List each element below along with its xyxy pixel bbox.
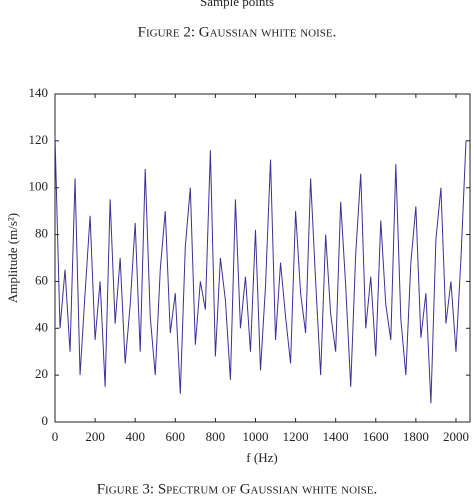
data-line	[54, 136, 467, 404]
x-axis-label: f (Hz)	[246, 450, 277, 465]
x-tick-label: 0	[52, 429, 59, 444]
x-tick-label: 1600	[363, 429, 389, 444]
y-tick-label: 140	[29, 85, 49, 100]
y-tick-label: 20	[35, 366, 48, 381]
y-tick-label: 0	[42, 413, 49, 428]
y-tick-label: 120	[29, 132, 49, 147]
caption: Figure 3: Spectrum of Gaussian white noi…	[97, 481, 378, 497]
x-tick-label: 600	[166, 429, 186, 444]
previous-caption: Figure 2: Gaussian white noise.	[138, 24, 337, 40]
previous-x-label: Sample points	[200, 0, 274, 9]
x-tick-label: 1000	[242, 429, 268, 444]
x-tick-label: 1800	[403, 429, 429, 444]
y-tick-label: 80	[35, 226, 48, 241]
y-tick-label: 40	[35, 319, 48, 334]
x-tick-label: 2000	[443, 429, 469, 444]
y-tick-label: 60	[35, 272, 48, 287]
x-tick-label: 1200	[283, 429, 309, 444]
y-tick-label: 100	[29, 179, 49, 194]
y-axis-label: Amplitude (m/s²)	[5, 213, 20, 303]
x-tick-label: 1400	[323, 429, 349, 444]
x-tick-label: 400	[125, 429, 145, 444]
x-tick-label: 200	[85, 429, 105, 444]
x-tick-label: 800	[206, 429, 226, 444]
plot-frame	[54, 93, 471, 423]
